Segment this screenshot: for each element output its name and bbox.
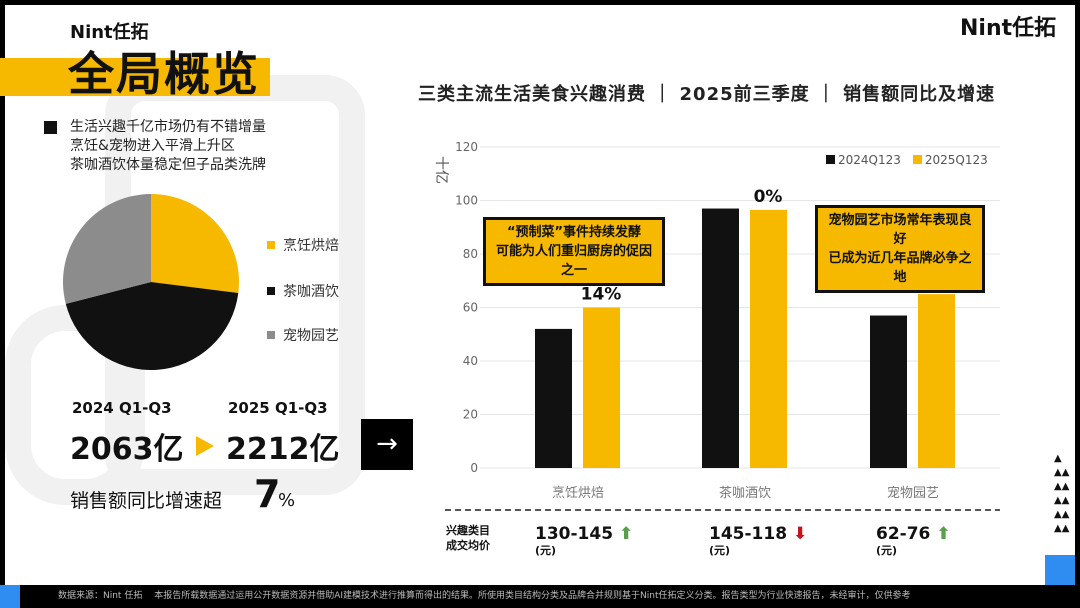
growth-label: 0% (754, 187, 783, 207)
callout-line: “预制菜”事件持续发酵 (506, 225, 642, 240)
growth-label: 14% (581, 285, 622, 305)
bar-2024Q123 (870, 315, 907, 468)
y-tick-label: 20 (463, 408, 478, 422)
trend-up-icon: ⬆ (619, 524, 634, 544)
pie-legend-item: 烹饪烘焙 (267, 235, 339, 255)
y-tick-label: 80 (463, 247, 478, 261)
y-tick-label: 0 (470, 461, 478, 475)
growth-label: 销售额同比增速超 (70, 490, 223, 512)
bar-2025Q123 (750, 209, 787, 469)
value-2024: 2063亿 (70, 432, 184, 467)
title-highlight (0, 58, 270, 96)
x-tick-label: 烹饪烘焙 (552, 486, 604, 501)
bullet-line: 烹饪&宠物进入平滑上升区 (70, 138, 235, 154)
bullet-line: 生活兴趣千亿市场仍有不错增量 (70, 119, 266, 135)
legend-swatch (267, 241, 275, 249)
legend-label: 2024Q123 (838, 153, 901, 167)
legend-label: 宠物园艺 (283, 328, 339, 344)
bar-2025Q123 (583, 307, 620, 468)
pie-legend-item: 茶咖酒饮 (267, 281, 339, 301)
price-label-line: 兴趣类目 (446, 524, 490, 537)
legend-label: 烹饪烘焙 (283, 238, 339, 254)
y-tick-label: 100 (455, 194, 478, 208)
x-tick-label: 茶咖酒饮 (719, 485, 771, 501)
legend-label: 茶咖酒饮 (283, 284, 339, 300)
bar-2025Q123 (918, 294, 955, 468)
callout-right: 宠物园艺市场常年表现良好 已成为近几年品牌必争之地 (815, 205, 985, 293)
price-range: 145-118 (709, 524, 788, 544)
pie-slice (62, 194, 151, 304)
y-tick-label: 40 (463, 354, 478, 368)
price-range: 62-76 (876, 524, 931, 544)
arrow-right-icon: → (376, 429, 398, 459)
price-unit: (元) (709, 544, 731, 557)
growth-unit: % (278, 490, 296, 511)
value-2025: 2212亿 (226, 432, 340, 467)
bullet-line: 茶咖酒饮体量稳定但子品类洗牌 (70, 157, 266, 173)
callout-line: 已成为近几年品牌必争之地 (828, 251, 972, 285)
chart-legend: 2024Q123 2025Q123 (826, 153, 988, 167)
price-unit: (元) (535, 544, 557, 557)
next-arrow-button[interactable]: → (361, 419, 413, 470)
legend-swatch (267, 331, 275, 339)
y-axis-label: 十亿 (433, 156, 449, 184)
triangle-stack-icon: ▲ ▲▲ ▲▲ ▲▲ ▲▲ ▲▲ (1054, 453, 1070, 534)
callout-line: 宠物园艺市场常年表现良好 (828, 213, 972, 247)
bullet-list: 生活兴趣千亿市场仍有不错增量 烹饪&宠物进入平滑上升区 茶咖酒饮体量稳定但子品类… (70, 118, 266, 175)
y-tick-label: 60 (463, 301, 478, 315)
price-label-line: 成交均价 (446, 539, 490, 552)
chart-title: 三类主流生活美食兴趣消费 ｜ 2025前三季度 ｜ 销售额同比及增速 (418, 84, 996, 105)
price-unit: (元) (876, 544, 898, 557)
y-tick-label: 120 (455, 140, 478, 154)
trend-down-icon: ⬇ (793, 524, 808, 544)
page-title: 全局概览 (68, 47, 260, 101)
price-range: 130-145 (535, 524, 614, 544)
trend-up-icon: ⬆ (936, 524, 951, 544)
growth-value: 7 (254, 472, 281, 516)
brand-logo-right: Nint任拓 (960, 16, 1057, 41)
price-cell: 62-76 ⬆ (元) (876, 524, 951, 558)
legend-label: 2025Q123 (924, 153, 988, 167)
legend-item-2025: 2025Q123 (912, 153, 988, 167)
pie-legend-item: 宠物园艺 (267, 325, 339, 345)
period-2024: 2024 Q1-Q3 (72, 399, 172, 417)
pie-slice (65, 282, 239, 371)
legend-item-2024: 2024Q123 (826, 153, 901, 167)
bar-2024Q123 (702, 208, 739, 468)
triangle-arrow-icon (196, 436, 214, 456)
brand-logo: Nint任拓 (70, 22, 149, 43)
x-tick-label: 宠物园艺 (887, 485, 939, 501)
bullet-square (44, 121, 57, 134)
period-2025: 2025 Q1-Q3 (228, 399, 328, 417)
price-cell: 130-145 ⬆ (元) (535, 524, 633, 558)
bar-2024Q123 (535, 328, 572, 468)
footer-accent (0, 585, 20, 608)
legend-swatch (267, 287, 275, 295)
footer-disclaimer: 数据来源：Nint 任拓 本报告所载数据通过运用公开数据资源并借助AI建模技术进… (0, 585, 1080, 608)
callout-left: “预制菜”事件持续发酵 可能为人们重归厨房的促因之一 (483, 217, 665, 286)
callout-line: 可能为人们重归厨房的促因之一 (495, 244, 652, 278)
price-label: 兴趣类目 成交均价 (446, 523, 490, 553)
pie-slice (151, 194, 239, 294)
price-cell: 145-118 ⬇ (元) (709, 524, 807, 558)
